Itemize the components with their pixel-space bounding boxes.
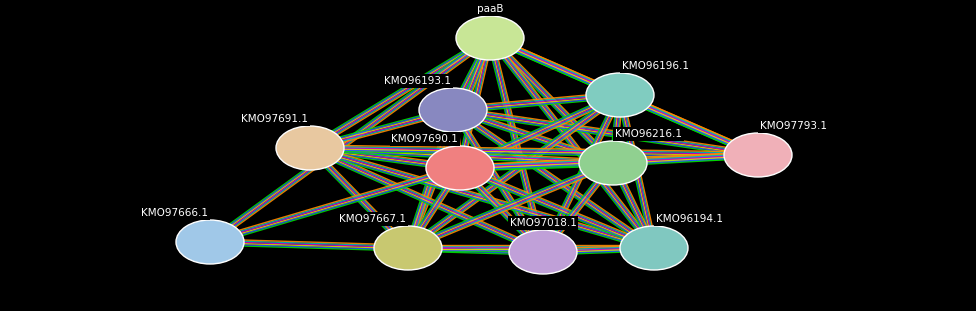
Text: KMO96196.1: KMO96196.1: [622, 61, 689, 71]
Ellipse shape: [176, 220, 244, 264]
Ellipse shape: [586, 73, 654, 117]
Ellipse shape: [620, 226, 688, 270]
Ellipse shape: [456, 16, 524, 60]
Text: KMO97018.1: KMO97018.1: [509, 218, 577, 228]
Ellipse shape: [509, 230, 577, 274]
Ellipse shape: [724, 133, 792, 177]
Ellipse shape: [374, 226, 442, 270]
Text: KMO97667.1: KMO97667.1: [339, 214, 406, 224]
Text: paaB: paaB: [476, 4, 504, 14]
Text: KMO97666.1: KMO97666.1: [141, 208, 208, 218]
Text: KMO97690.1: KMO97690.1: [391, 134, 458, 144]
Ellipse shape: [426, 146, 494, 190]
Ellipse shape: [419, 88, 487, 132]
Ellipse shape: [579, 141, 647, 185]
Ellipse shape: [276, 126, 344, 170]
Text: KMO97691.1: KMO97691.1: [241, 114, 308, 124]
Text: KMO96193.1: KMO96193.1: [384, 76, 451, 86]
Text: KMO97793.1: KMO97793.1: [760, 121, 827, 131]
Text: KMO96216.1: KMO96216.1: [615, 129, 682, 139]
Text: KMO96194.1: KMO96194.1: [656, 214, 723, 224]
